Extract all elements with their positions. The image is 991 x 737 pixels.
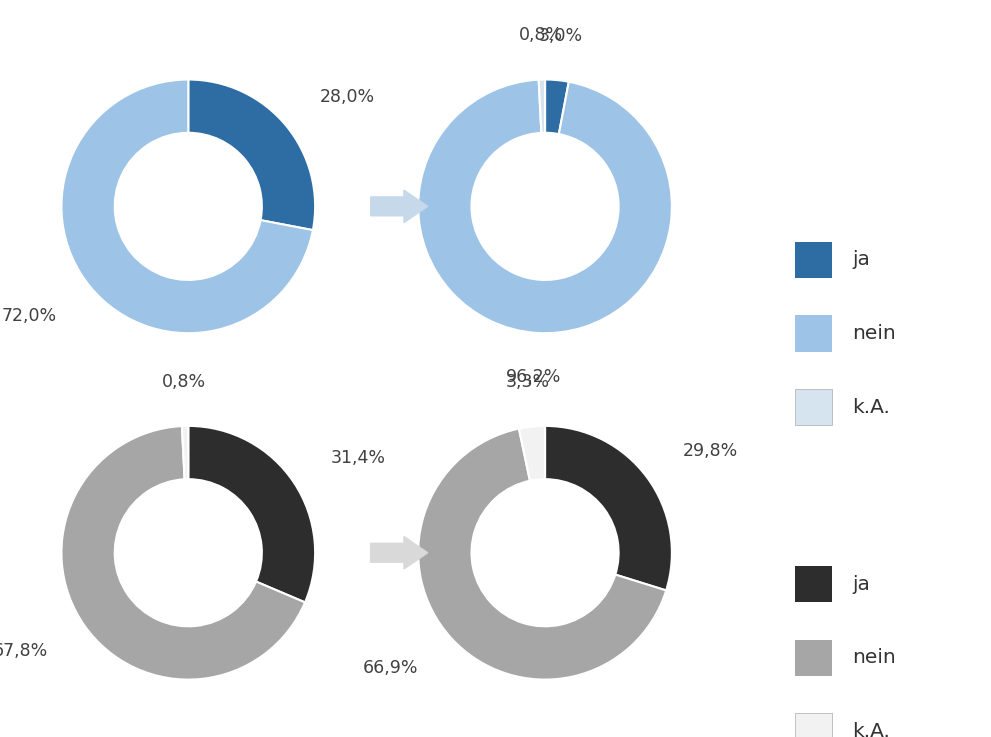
Text: 72,0%: 72,0% [1,307,56,324]
Wedge shape [182,426,188,479]
Text: 0,8%: 0,8% [518,27,563,44]
Wedge shape [61,426,305,680]
Wedge shape [519,426,545,481]
Text: 3,3%: 3,3% [505,374,549,391]
FancyArrow shape [371,190,428,223]
Text: 28,0%: 28,0% [320,88,376,106]
Text: 66,9%: 66,9% [363,659,418,677]
Text: 3,0%: 3,0% [539,27,584,45]
Text: k.A.: k.A. [852,398,890,416]
Wedge shape [539,80,545,133]
Text: 31,4%: 31,4% [331,450,386,467]
Text: nein: nein [852,324,896,343]
Text: k.A.: k.A. [852,722,890,737]
Text: 67,8%: 67,8% [0,642,48,660]
Text: ja: ja [852,575,870,593]
Wedge shape [188,426,315,602]
Wedge shape [418,80,672,333]
Wedge shape [61,80,313,333]
Wedge shape [188,80,315,230]
Text: nein: nein [852,649,896,667]
Text: 0,8%: 0,8% [162,373,206,391]
Wedge shape [545,426,672,590]
Wedge shape [418,429,666,680]
Text: 29,8%: 29,8% [683,442,738,460]
Text: ja: ja [852,251,870,269]
FancyArrow shape [371,537,428,569]
Wedge shape [545,80,569,134]
Text: 96,2%: 96,2% [505,368,561,386]
